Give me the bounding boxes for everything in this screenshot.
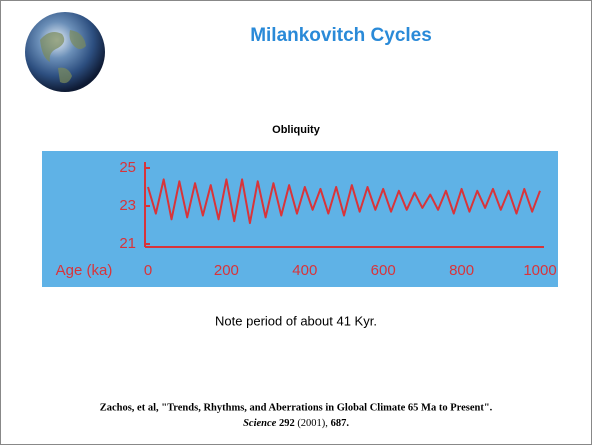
citation-ref: Science 292 (2001), 687. xyxy=(243,418,349,429)
year: (2001), xyxy=(297,418,328,429)
y-tick-label: 23 xyxy=(119,197,136,214)
slide-title: Milankovitch Cycles xyxy=(250,25,432,46)
chart-title: Obliquity xyxy=(272,124,321,136)
x-axis-label: Age (ka) xyxy=(56,262,113,279)
citation: Zachos, et al, "Trends, Rhythms, and Abe… xyxy=(100,402,493,413)
chart: Milankovitch Cycles Obliquity Age (ka) 2… xyxy=(0,0,592,445)
x-tick-label: 0 xyxy=(144,262,152,279)
volume: 292 xyxy=(279,418,295,429)
note: Note period of about 41 Kyr. xyxy=(215,313,377,328)
journal: Science xyxy=(243,418,277,429)
x-tick-label: 1000 xyxy=(523,262,556,279)
page: 687. xyxy=(331,418,350,429)
slide: Milankovitch Cycles Obliquity Age (ka) 2… xyxy=(0,0,592,445)
x-tick-label: 800 xyxy=(449,262,474,279)
x-tick-label: 400 xyxy=(292,262,317,279)
x-tick-label: 600 xyxy=(371,262,396,279)
x-tick-label: 200 xyxy=(214,262,239,279)
y-tick-label: 21 xyxy=(119,235,136,252)
y-tick-label: 25 xyxy=(119,159,136,176)
